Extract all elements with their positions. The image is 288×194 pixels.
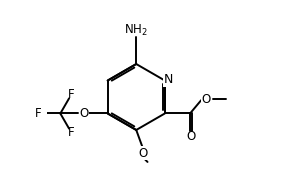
Text: O: O xyxy=(202,93,211,106)
Text: F: F xyxy=(35,107,41,120)
Text: NH$_2$: NH$_2$ xyxy=(124,23,148,38)
Text: N: N xyxy=(164,73,173,86)
Text: F: F xyxy=(68,126,75,139)
Text: O: O xyxy=(187,130,196,143)
Text: F: F xyxy=(68,88,75,101)
Text: O: O xyxy=(79,107,89,120)
Text: O: O xyxy=(139,147,148,160)
